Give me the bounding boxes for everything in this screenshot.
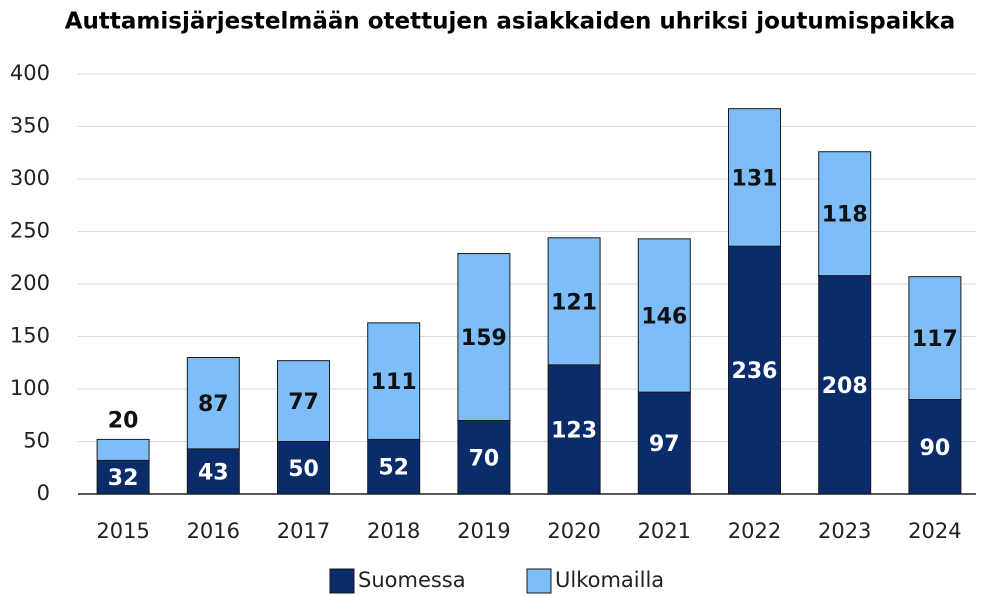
y-tick-label: 150: [10, 324, 50, 348]
x-tick-label: 2017: [277, 519, 330, 543]
data-label: 32: [108, 466, 139, 491]
bar-segment: [277, 360, 330, 442]
chart-title: Auttamisjärjestelmään otettujen asiakkai…: [65, 9, 956, 35]
y-tick-label: 200: [10, 271, 50, 295]
data-label: 208: [822, 374, 868, 399]
data-label: 20: [108, 408, 139, 433]
y-tick-label: 350: [10, 114, 50, 138]
y-tick-label: 400: [10, 61, 50, 85]
data-label: 97: [649, 432, 680, 457]
bar-segment: [908, 276, 962, 400]
x-tick-label: 2024: [908, 519, 961, 543]
data-label: 90: [920, 436, 951, 461]
bar-segment: [367, 438, 421, 495]
bar-segment: [728, 245, 781, 495]
bar-segment: [908, 399, 962, 495]
x-tick-label: 2021: [638, 519, 691, 543]
bar-segment: [457, 253, 511, 421]
x-tick-label: 2019: [457, 519, 510, 543]
bar-segment: [186, 357, 240, 450]
data-label: 123: [551, 418, 597, 443]
x-tick-label: 2016: [187, 519, 240, 543]
legend-swatch: [526, 568, 552, 594]
bar-segment: [96, 438, 150, 461]
data-label: 121: [551, 290, 597, 315]
y-tick-label: 300: [10, 166, 50, 190]
legend-swatch: [329, 568, 355, 594]
bar-segment: [547, 237, 601, 366]
x-tick-label: 2022: [728, 519, 781, 543]
data-label: 131: [732, 166, 778, 191]
data-label: 236: [732, 359, 778, 384]
data-label: 117: [912, 327, 958, 352]
data-label: 70: [469, 446, 500, 471]
y-tick-label: 250: [10, 219, 50, 243]
x-tick-label: 2015: [96, 519, 149, 543]
bar-segment: [367, 322, 421, 440]
data-label: 111: [371, 370, 417, 395]
y-tick-label: 100: [10, 376, 50, 400]
bar-segment: [818, 151, 872, 277]
data-label: 159: [461, 326, 507, 351]
x-tick-label: 2023: [818, 519, 871, 543]
bar-segment: [457, 420, 511, 495]
data-label: 50: [288, 457, 319, 482]
data-label: 118: [822, 203, 868, 228]
y-tick-label: 0: [37, 481, 50, 505]
data-label: 87: [198, 392, 229, 417]
legend-label: Ulkomailla: [555, 568, 664, 592]
data-label: 52: [378, 456, 409, 481]
data-label: 43: [198, 460, 229, 485]
bar-segment: [637, 391, 691, 495]
bar-segment: [728, 108, 781, 247]
x-tick-label: 2018: [367, 519, 420, 543]
data-label: 77: [288, 390, 319, 415]
bar-segment: [186, 448, 240, 495]
bar-segment: [818, 275, 872, 495]
bar-segment: [547, 364, 601, 495]
data-label: 146: [641, 305, 687, 330]
bar-segment: [637, 238, 691, 393]
x-tick-label: 2020: [547, 519, 600, 543]
y-tick-label: 50: [23, 429, 50, 453]
bar-segment: [277, 441, 330, 495]
legend-label: Suomessa: [358, 568, 466, 592]
